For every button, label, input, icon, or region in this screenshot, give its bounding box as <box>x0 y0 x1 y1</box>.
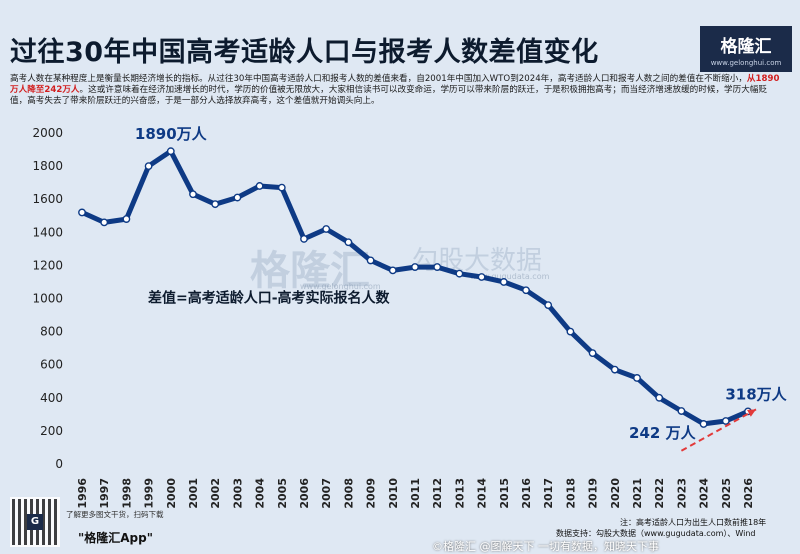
x-tick-label: 1998 <box>120 478 133 509</box>
data-point <box>344 238 353 247</box>
data-point <box>277 183 286 192</box>
x-tick-label: 2008 <box>342 478 355 509</box>
series-line <box>79 148 751 427</box>
description-highlight: 从1890万人降至242万人 <box>10 74 780 95</box>
data-point <box>477 273 486 281</box>
logo-url: www.gelonghui.com <box>710 59 782 67</box>
data-point <box>721 417 730 425</box>
data-point <box>322 225 331 233</box>
y-tick-label: 1200 <box>32 258 63 272</box>
data-point <box>211 200 220 209</box>
x-tick-label: 1997 <box>98 478 111 509</box>
description-part1: 高考人数在某种程度上是衡量长期经济增长的指标。从过往30年中国高考适龄人口和报考… <box>10 74 747 84</box>
y-tick-label: 0 <box>55 457 63 471</box>
data-point <box>100 218 109 227</box>
x-tick-label: 2010 <box>387 478 400 509</box>
app-label: "格隆汇App" <box>78 531 153 545</box>
y-tick-label: 2000 <box>32 126 63 140</box>
data-point <box>233 193 242 202</box>
y-tick-label: 200 <box>40 424 63 438</box>
trend-arrow-head <box>747 409 756 417</box>
data-point <box>144 162 153 171</box>
watermark-url1: www.gelonghui.com <box>300 282 381 291</box>
footnote: 注：高考适龄人口为出生人口数前推18年 <box>620 518 767 527</box>
data-point <box>544 301 553 310</box>
x-tick-label: 2000 <box>165 478 178 509</box>
data-point <box>78 208 86 217</box>
description-text: 高考人数在某种程度上是衡量长期经济增长的指标。从过往30年中国高考适龄人口和报考… <box>10 74 780 107</box>
data-point <box>189 190 197 199</box>
x-tick-label: 2013 <box>453 478 466 509</box>
annotation-label: 242 万人 <box>629 424 697 442</box>
x-tick-label: 2001 <box>187 478 200 509</box>
x-tick-label: 2025 <box>720 478 733 509</box>
x-tick-label: 2012 <box>431 478 444 509</box>
x-tick-label: 2020 <box>609 478 622 509</box>
watermark-brand1: 格隆汇 <box>250 248 370 294</box>
data-point <box>522 286 530 295</box>
x-tick-label: 2023 <box>675 478 688 509</box>
data-point <box>411 263 419 271</box>
x-tick-label: 1999 <box>143 478 156 509</box>
y-tick-label: 1600 <box>32 192 63 206</box>
x-tick-label: 2014 <box>476 478 489 509</box>
qr-hint: 了解更多图文干货，扫码下载 <box>66 510 164 519</box>
data-point <box>255 182 264 190</box>
data-point <box>122 215 131 223</box>
page-title: 过往30年中国高考适龄人口与报考人数差值变化 <box>10 37 599 68</box>
data-point <box>610 365 619 374</box>
data-point <box>677 407 686 415</box>
watermark-url2: www.gugudata.com <box>470 272 550 281</box>
y-tick-label: 1400 <box>32 225 63 239</box>
description-part2: 。这或许意味着在经济加速增长的时代，学历的价值被无限放大，大家相信读书可以改变命… <box>10 85 768 106</box>
x-tick-label: 2011 <box>409 478 422 509</box>
x-tick-label: 2016 <box>520 478 533 509</box>
x-tick-label: 1996 <box>76 478 89 509</box>
y-tick-label: 1800 <box>32 159 63 173</box>
x-tick-label: 2021 <box>631 478 644 509</box>
x-tick-label: 2002 <box>209 478 222 509</box>
y-tick-label: 800 <box>40 325 63 339</box>
logo-text: 格隆汇 <box>720 37 772 57</box>
x-tick-label: 2009 <box>365 478 378 509</box>
data-point <box>455 269 464 278</box>
x-tick-label: 2003 <box>231 478 244 509</box>
data-point <box>699 420 708 428</box>
x-tick-label: 2022 <box>653 478 666 509</box>
footer-watermark: ©格隆汇 @图解天下 一切有数据，知晓天下事 <box>432 540 659 553</box>
x-tick-label: 2019 <box>587 478 600 509</box>
data-point <box>566 327 575 336</box>
watermark-brand2: 勾股大数据 <box>412 246 543 276</box>
y-tick-label: 600 <box>40 358 63 372</box>
trend-arrow-line <box>680 408 757 452</box>
data-point <box>633 374 641 382</box>
data-point <box>588 349 597 358</box>
series-label: 差值=高考适龄人口-高考实际报名人数 <box>148 290 391 307</box>
data-point <box>366 256 375 265</box>
data-point <box>433 263 442 271</box>
x-tick-label: 2015 <box>498 478 511 509</box>
x-tick-label: 2006 <box>298 478 311 509</box>
qr-logo-icon: G <box>27 514 43 530</box>
x-tick-label: 2005 <box>276 478 289 509</box>
x-tick-label: 2004 <box>254 478 267 509</box>
x-tick-label: 2007 <box>320 478 333 509</box>
data-point <box>388 266 397 275</box>
brand-logo[interactable]: 格隆汇 www.gelonghui.com <box>700 26 792 72</box>
annotation-label: 1890万人 <box>135 125 208 143</box>
data-source: 数据支持：勾股大数据（www.gugudata.com）、Wind <box>556 529 756 538</box>
y-tick-label: 1000 <box>32 292 63 306</box>
annotation-label: 318万人 <box>725 385 787 403</box>
data-point <box>166 147 175 156</box>
x-tick-label: 2018 <box>564 478 577 509</box>
x-tick-label: 2026 <box>742 478 755 509</box>
data-point <box>655 393 664 402</box>
y-tick-label: 400 <box>40 391 63 405</box>
data-point <box>499 278 508 286</box>
x-tick-label: 2024 <box>698 478 711 509</box>
x-tick-label: 2017 <box>542 478 555 509</box>
data-point <box>300 235 308 243</box>
